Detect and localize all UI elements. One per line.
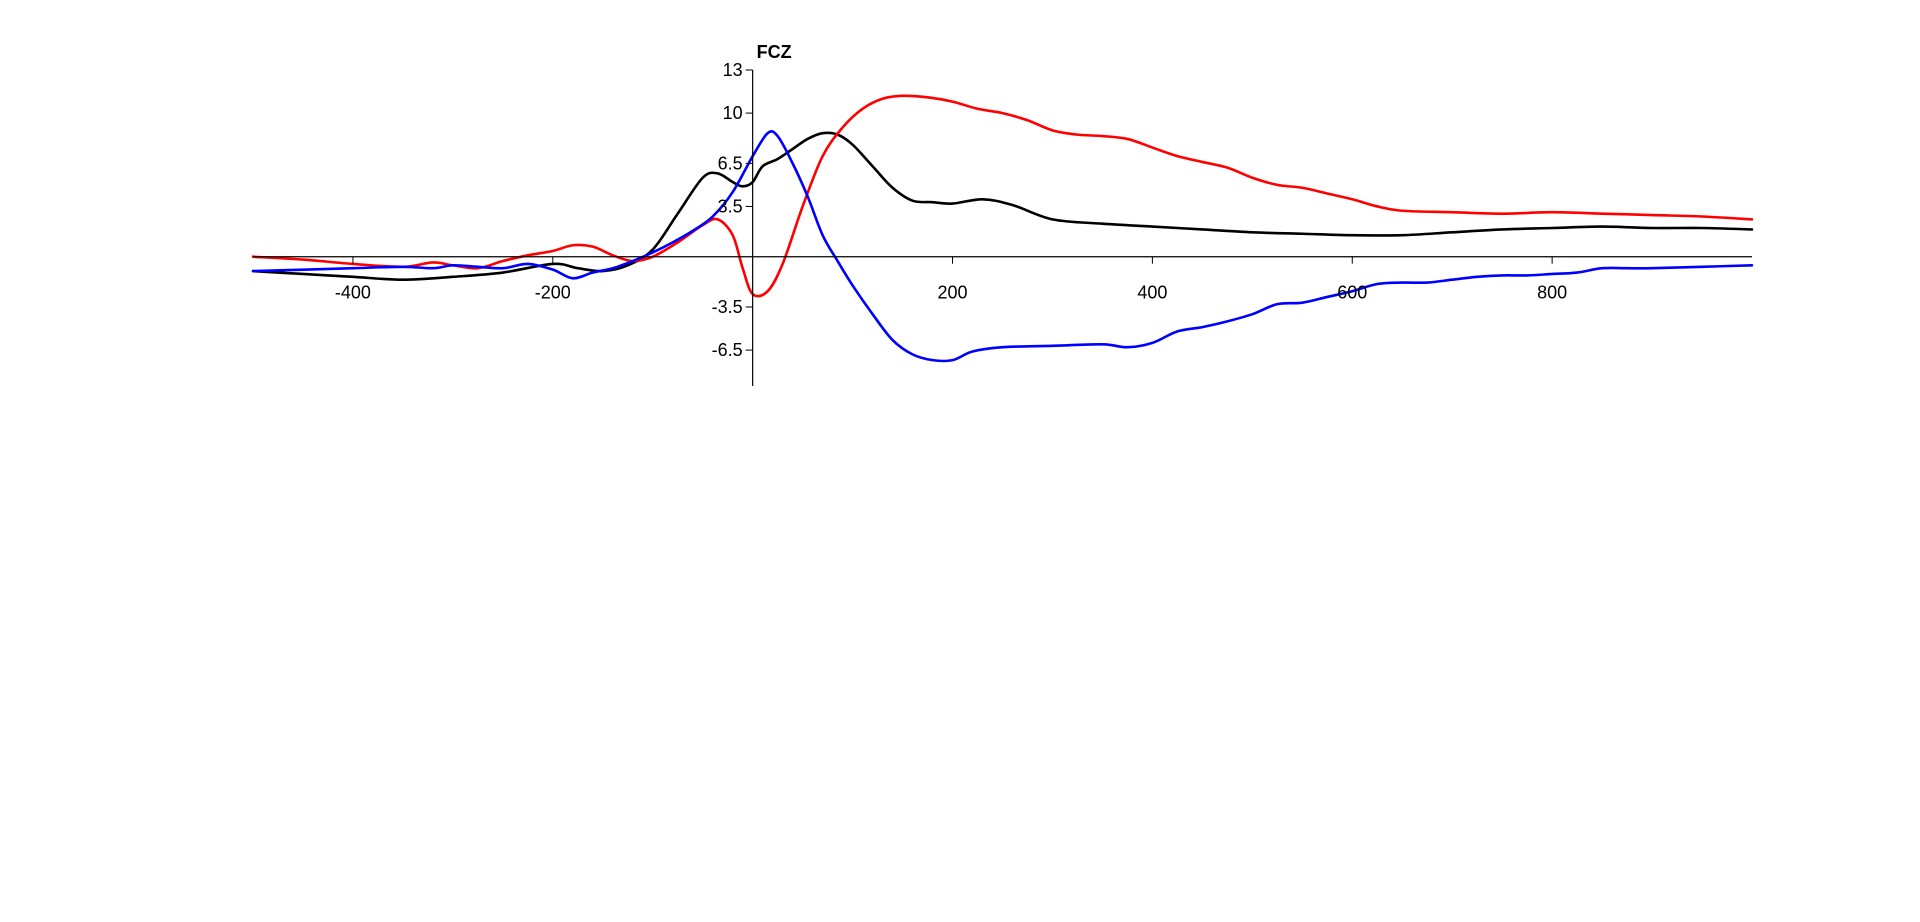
series-line-black: [251, 131, 1754, 282]
y-tick-label: -3.5: [712, 297, 743, 317]
y-tick-label: 6.5: [718, 153, 743, 173]
x-tick-label: 400: [1137, 283, 1167, 303]
series-line-red: [251, 94, 1754, 298]
x-tick-label: 600: [1337, 283, 1367, 303]
y-tick-label: 10: [723, 103, 743, 123]
y-tick-label: 3.5: [718, 196, 743, 216]
y-tick-label: -6.5: [712, 340, 743, 360]
x-tick-label: -200: [535, 283, 571, 303]
chart-title: FCZ: [757, 42, 792, 62]
series-layer: [251, 94, 1754, 363]
x-tick-label: 800: [1537, 283, 1567, 303]
y-tick-label: 13: [723, 60, 743, 80]
axis-layer: -400 -200 200 400 600 800 13 10 6.5 3.5 -3.5 -6.5: [253, 60, 1752, 386]
x-tick-label: 200: [938, 283, 968, 303]
x-tick-label: -400: [335, 283, 371, 303]
series-line-blue: [251, 130, 1754, 363]
